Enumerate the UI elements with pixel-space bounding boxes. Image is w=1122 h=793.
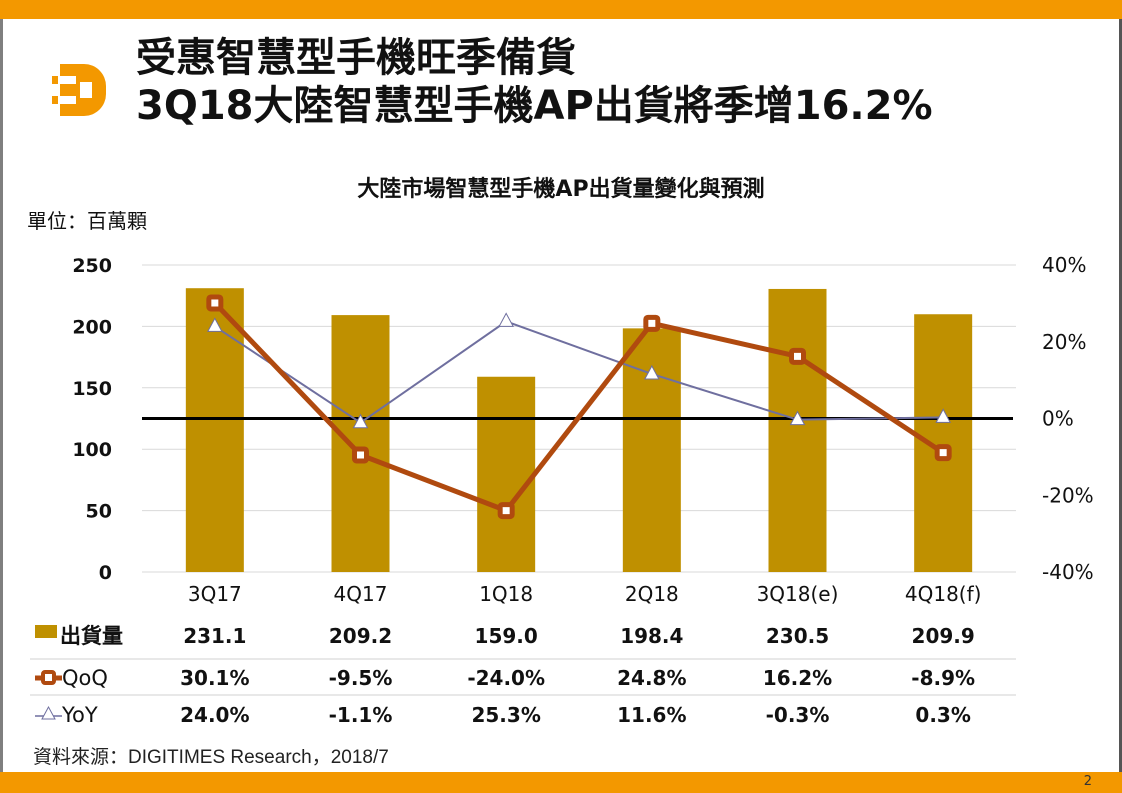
data-label: 209.2: [329, 624, 392, 648]
legend-label-YoY: YoY: [61, 703, 98, 727]
legend-key-qoq-marker: [41, 670, 56, 685]
y-left-tick-label: 150: [72, 378, 112, 400]
y-right-tick-label: -20%: [1042, 483, 1094, 507]
bottom-accent-bar: [0, 772, 1122, 793]
digitimes-d-logo-icon: [52, 64, 106, 116]
data-label: -1.1%: [329, 703, 393, 727]
y-left-tick-label: 250: [72, 255, 112, 277]
data-label: 159.0: [475, 624, 538, 648]
data-label: 209.9: [912, 624, 975, 648]
unit-label: 單位：百萬顆: [27, 209, 147, 233]
data-label: 231.1: [183, 624, 246, 648]
data-label: 25.3%: [471, 703, 540, 727]
x-tick-label: 2Q18: [625, 582, 679, 606]
top-accent-bar: [0, 0, 1122, 19]
data-label: 11.6%: [617, 703, 686, 727]
data-label: 24.8%: [617, 666, 686, 690]
y-right-tick-label: 40%: [1042, 253, 1086, 277]
legend-key-yoy-marker: [41, 705, 56, 720]
legend-key-bar: [35, 625, 57, 638]
yoy-marker-4Q17: [352, 413, 369, 429]
qoq-marker-3Q17: [206, 294, 224, 312]
data-label: 198.4: [620, 624, 683, 648]
chart-title: 大陸市場智慧型手機AP出貨量變化與預測: [357, 177, 765, 202]
data-label: -9.5%: [329, 666, 393, 690]
qoq-marker-3Q18(e): [789, 347, 806, 365]
y-right-tick-label: -40%: [1042, 560, 1094, 584]
qoq-line: [213, 301, 945, 514]
y-left-tick-label: 200: [72, 316, 112, 338]
bar-4Q17: [331, 315, 390, 572]
yoy-line: [214, 320, 944, 424]
qoq-marker-4Q18(f): [934, 444, 952, 462]
bar-3Q18(e): [768, 288, 827, 572]
x-tick-label: 1Q18: [479, 582, 533, 606]
y-left-tick-label: 100: [72, 439, 112, 461]
data-label: 30.1%: [180, 666, 249, 690]
data-label: 16.2%: [763, 666, 832, 690]
bar-2Q18: [622, 328, 681, 572]
page-number: 2: [1083, 774, 1092, 789]
bar-3Q17: [185, 288, 244, 572]
bar-1Q18: [477, 376, 536, 572]
bar-4Q18(f): [914, 314, 973, 572]
y-right-tick-label: 0%: [1042, 407, 1074, 431]
x-tick-label: 3Q18(e): [757, 582, 839, 606]
y-left-tick-label: 50: [86, 501, 112, 523]
page-title: 受惠智慧型手機旺季備貨 3Q18大陸智慧型手機AP出貨將季增16.2%: [136, 34, 933, 130]
data-label: -8.9%: [911, 666, 975, 690]
y-left-tick-label: 0: [99, 562, 112, 584]
yoy-marker-4Q18(f): [935, 408, 952, 423]
data-label: -0.3%: [766, 703, 830, 727]
x-tick-label: 4Q17: [334, 582, 388, 606]
data-label: -24.0%: [467, 666, 545, 690]
x-tick-label: 3Q17: [188, 582, 242, 606]
legend-label-出貨量: 出貨量: [60, 624, 123, 648]
qoq-marker-1Q18: [497, 502, 515, 520]
left-frame-line: [0, 19, 3, 772]
title-line-1: 受惠智慧型手機旺季備貨: [136, 35, 576, 81]
y-right-tick-label: 20%: [1042, 330, 1086, 354]
right-frame-line: [1119, 19, 1122, 772]
qoq-marker-2Q18: [643, 314, 661, 332]
yoy-marker-1Q18: [498, 312, 515, 327]
yoy-marker-3Q17: [206, 317, 223, 332]
data-label: 230.5: [766, 624, 829, 648]
x-tick-label: 4Q18(f): [905, 582, 982, 606]
yoy-marker-2Q18: [643, 364, 660, 380]
data-label: 0.3%: [915, 703, 970, 727]
yoy-marker-3Q18(e): [789, 410, 806, 426]
qoq-marker-4Q17: [352, 446, 369, 464]
legend-label-QoQ: QoQ: [62, 666, 108, 690]
source-note: 資料來源：DIGITIMES Research，2018/7: [33, 747, 389, 768]
title-line-2: 3Q18大陸智慧型手機AP出貨將季增16.2%: [136, 83, 933, 129]
data-label: 24.0%: [180, 703, 249, 727]
